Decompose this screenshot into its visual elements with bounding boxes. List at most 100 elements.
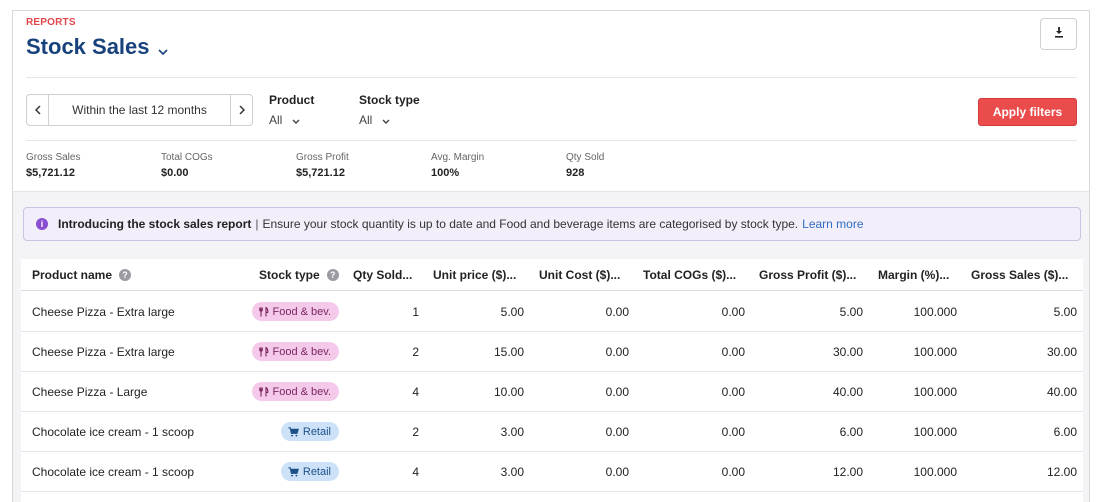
metric-qty-sold: Qty Sold 928 <box>566 152 604 179</box>
qty-sold-cell: 2 <box>412 344 419 359</box>
column-header-gross-profit[interactable]: Gross Profit ($)... <box>759 267 857 282</box>
stock-type-badge: Food & bev. <box>251 342 339 361</box>
unit-cost-cell: 0.00 <box>605 304 629 319</box>
margin-cell: 100.000 <box>913 344 957 359</box>
table-header-row: Product name ? Stock type ? Qty Sold... … <box>21 259 1083 291</box>
banner-text: Ensure your stock quantity is up to date… <box>262 217 799 231</box>
table-row[interactable]: Cheese Pizza - Extra large Food & bev. 2… <box>21 332 1083 372</box>
gross-profit-cell: 40.00 <box>832 384 863 399</box>
product-filter-select[interactable]: All <box>269 113 314 127</box>
stock-type-cell: Food & bev. <box>241 292 339 331</box>
product-name-cell: Cheese Pizza - Large <box>32 384 148 399</box>
gross-profit-cell: 6.00 <box>839 424 863 439</box>
column-header-gross-sales[interactable]: Gross Sales ($)... <box>971 267 1069 282</box>
metric-avg-margin: Avg. Margin 100% <box>431 152 484 179</box>
product-name-cell: Cheese Pizza - Extra large <box>32 344 175 359</box>
metric-value: $5,721.12 <box>26 167 75 179</box>
product-name-cell: Chocolate ice cream - 1 scoop <box>32 424 195 439</box>
qty-sold-cell: 1 <box>412 304 419 319</box>
gross-profit-cell: 12.00 <box>832 464 863 479</box>
divider <box>26 77 1077 78</box>
stock-type-filter-value: All <box>359 113 373 127</box>
stock-type-badge: Retail <box>280 462 339 481</box>
metric-gross-profit: Gross Profit $5,721.12 <box>296 152 349 179</box>
download-button[interactable] <box>1040 18 1077 50</box>
chevron-down-icon <box>292 113 300 127</box>
gross-sales-cell: 5.00 <box>1053 304 1077 319</box>
shopping-cart-icon <box>288 466 299 477</box>
unit-cost-cell: 0.00 <box>605 344 629 359</box>
total-cogs-cell: 0.00 <box>721 464 745 479</box>
info-icon: i <box>36 218 48 230</box>
cutlery-icon <box>258 306 269 317</box>
qty-sold-cell: 4 <box>412 464 419 479</box>
banner-title: Introducing the stock sales report <box>58 217 252 231</box>
banner-separator: | <box>255 217 259 231</box>
date-range-picker[interactable]: Within the last 12 months <box>26 94 253 126</box>
metric-gross-sales: Gross Sales $5,721.12 <box>26 152 80 179</box>
table-row[interactable]: Cheese Pizza - Extra large Food & bev. 1… <box>21 292 1083 332</box>
unit-price-cell: 5.00 <box>500 304 524 319</box>
info-banner: i Introducing the stock sales report | E… <box>23 207 1081 241</box>
column-header-unit-cost[interactable]: Unit Cost ($)... <box>539 267 621 282</box>
product-filter-label: Product <box>269 93 315 107</box>
stock-type-badge: Food & bev. <box>251 302 339 321</box>
next-period-button[interactable] <box>230 95 252 125</box>
stock-type-cell: Food & bev. <box>241 372 339 411</box>
help-icon[interactable]: ? <box>119 268 132 281</box>
metric-total-cogs: Total COGs $0.00 <box>161 152 213 179</box>
column-header-margin[interactable]: Margin (%)... <box>878 267 950 282</box>
metric-value: 928 <box>566 167 585 179</box>
metric-label: Avg. Margin <box>431 152 485 163</box>
stock-type-badge: Retail <box>280 422 339 441</box>
product-name-cell: Chocolate ice cream - 1 scoop <box>32 464 195 479</box>
stock-type-badge: Food & bev. <box>251 382 339 401</box>
stock-type-filter: Stock type All <box>359 93 420 127</box>
table-row[interactable]: Cheese Pizza - Large Food & bev. 4 10.00… <box>21 372 1083 412</box>
learn-more-link[interactable]: Learn more <box>802 217 864 231</box>
chevron-left-icon <box>34 103 41 118</box>
margin-cell: 100.000 <box>913 304 957 319</box>
cutlery-icon <box>258 346 269 357</box>
column-header-unit-price[interactable]: Unit price ($)... <box>433 267 517 282</box>
page-title-text: Stock Sales <box>26 34 150 59</box>
report-panel: REPORTS Stock Sales Within the last 12 m… <box>12 10 1090 502</box>
chevron-down-icon <box>157 35 168 61</box>
metric-label: Gross Sales <box>26 152 81 163</box>
product-name-cell: Cheese Pizza - Extra large <box>32 304 175 319</box>
unit-price-cell: 3.00 <box>500 424 524 439</box>
stock-type-filter-select[interactable]: All <box>359 113 420 127</box>
column-header-stock-type[interactable]: Stock type ? <box>259 259 339 290</box>
unit-cost-cell: 0.00 <box>605 424 629 439</box>
report-body: i Introducing the stock sales report | E… <box>13 191 1089 502</box>
shopping-cart-icon <box>288 426 299 437</box>
gross-profit-cell: 5.00 <box>839 304 863 319</box>
column-header-total-cogs[interactable]: Total COGs ($)... <box>643 267 737 282</box>
apply-filters-button[interactable]: Apply filters <box>978 98 1077 126</box>
margin-cell: 100.000 <box>913 424 957 439</box>
cutlery-icon <box>258 386 269 397</box>
unit-cost-cell: 0.00 <box>605 384 629 399</box>
gross-sales-cell: 6.00 <box>1053 424 1077 439</box>
table-row[interactable]: Chocolate ice cream - 1 scoop Retail 4 3… <box>21 452 1083 492</box>
table-row[interactable]: Chocolate ice cream - 1 scoop Retail 2 3… <box>21 412 1083 452</box>
column-header-qty-sold[interactable]: Qty Sold... <box>353 267 413 282</box>
date-range-label[interactable]: Within the last 12 months <box>72 103 207 117</box>
stock-type-cell: Food & bev. <box>241 332 339 371</box>
stock-type-cell: Retail <box>241 412 339 451</box>
column-header-product-name[interactable]: Product name ? <box>32 259 132 290</box>
gross-sales-cell: 30.00 <box>1046 344 1077 359</box>
divider <box>26 140 1077 141</box>
section-eyebrow: REPORTS <box>26 17 76 28</box>
margin-cell: 100.000 <box>913 464 957 479</box>
total-cogs-cell: 0.00 <box>721 304 745 319</box>
chevron-down-icon <box>382 113 390 127</box>
stock-type-filter-label: Stock type <box>359 93 420 107</box>
help-icon[interactable]: ? <box>326 268 339 281</box>
gross-sales-cell: 40.00 <box>1046 384 1077 399</box>
total-cogs-cell: 0.00 <box>721 384 745 399</box>
product-filter-value: All <box>269 113 283 127</box>
previous-period-button[interactable] <box>27 95 49 125</box>
page-title[interactable]: Stock Sales <box>26 33 168 61</box>
metric-value: 100% <box>431 167 460 179</box>
